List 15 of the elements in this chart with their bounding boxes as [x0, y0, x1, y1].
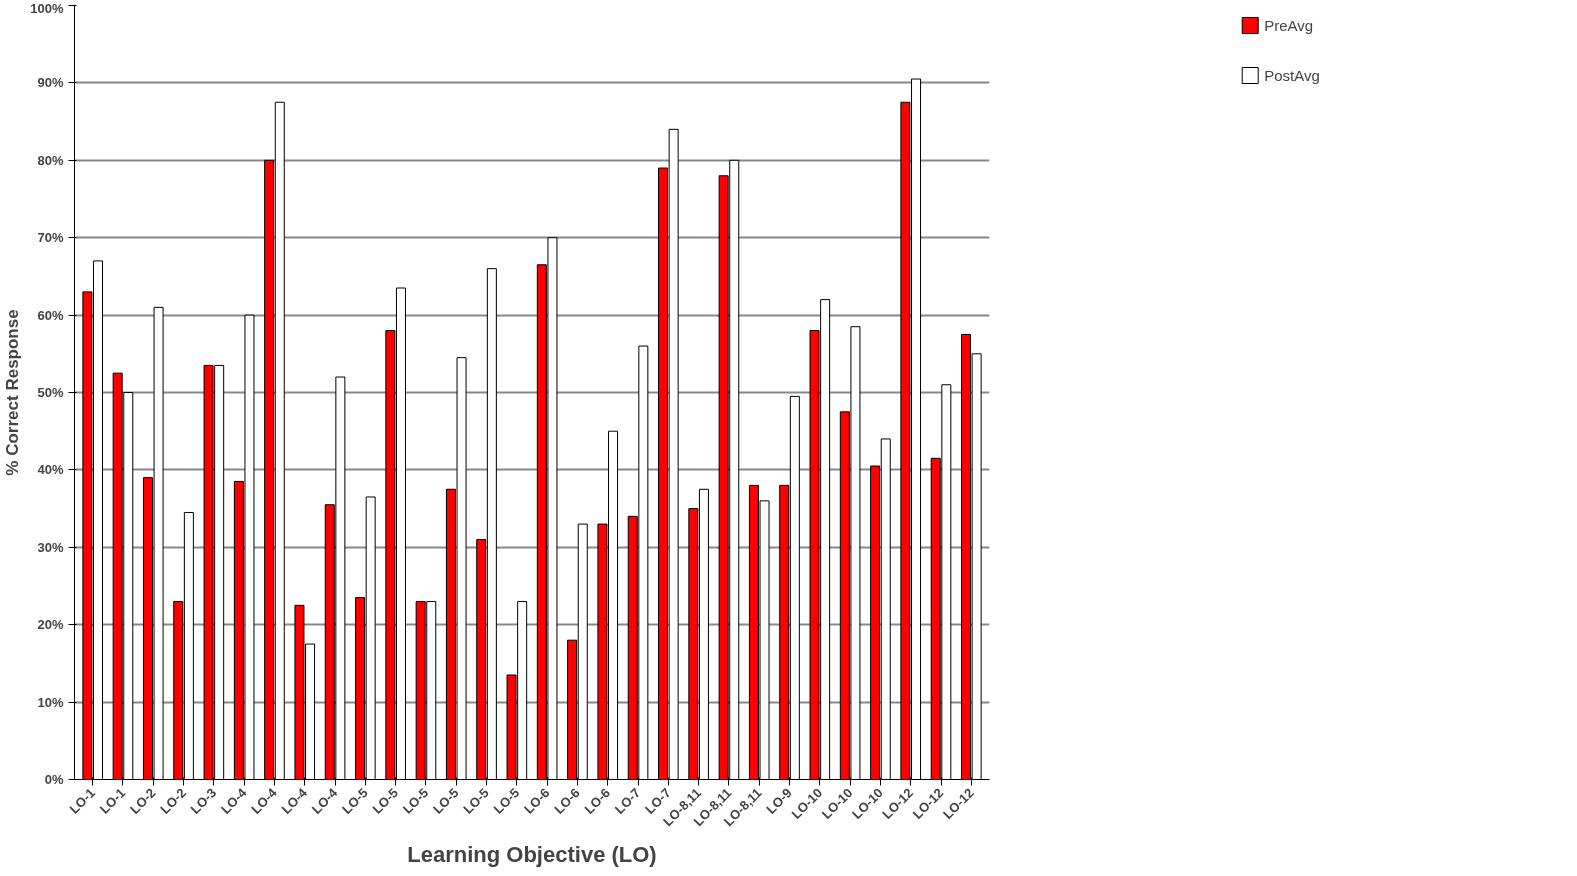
y-tick-label: 60% — [37, 307, 64, 323]
y-axis-title: % Correct Response — [3, 309, 23, 476]
y-tick-label: 100% — [30, 0, 64, 16]
x-axis-title: Learning Objective (LO) — [407, 842, 657, 868]
y-tick-label: 90% — [37, 75, 64, 91]
y-tick-label: 10% — [37, 694, 64, 710]
legend-label: PreAvg — [1264, 16, 1314, 34]
y-tick-label: 40% — [37, 462, 64, 478]
y-tick-label: 20% — [37, 617, 64, 633]
y-tick-label: 50% — [37, 385, 64, 400]
y-tick-label: 80% — [37, 152, 64, 168]
y-tick-label: 0% — [44, 772, 64, 787]
y-tick-label: 30% — [37, 539, 64, 555]
y-tick-label: 70% — [37, 230, 64, 246]
legend-label: PostAvg — [1264, 66, 1320, 84]
